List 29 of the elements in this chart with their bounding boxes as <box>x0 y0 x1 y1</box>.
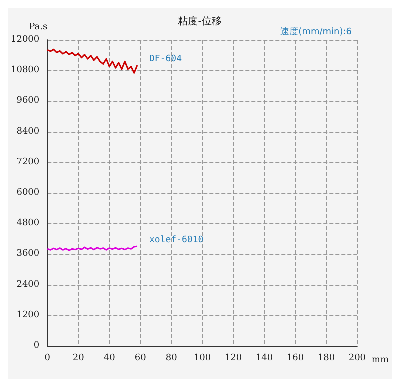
y-tick-label: 6000 <box>16 188 40 198</box>
x-tick-label: 20 <box>72 354 85 364</box>
series-label: DF-604 <box>149 54 182 64</box>
y-tick-label: 3600 <box>16 249 40 260</box>
y-tick-label: 8400 <box>16 126 40 137</box>
y-tick-label: 2400 <box>16 280 40 290</box>
x-tick-label: 120 <box>224 354 242 364</box>
y-tick-label: 7200 <box>16 157 40 168</box>
y-tick-label: 4800 <box>16 218 40 229</box>
x-tick-label: 80 <box>166 354 178 364</box>
y-tick-label: 1200 <box>16 310 40 320</box>
line-series <box>46 48 138 74</box>
x-tick-label: 180 <box>318 354 336 364</box>
y-tick-label: 9600 <box>16 96 40 106</box>
y-tick-label: 0 <box>34 341 40 351</box>
series-label: xolef-6010 <box>149 236 204 246</box>
x-tick-label: 0 <box>44 354 51 364</box>
text: 速度(mm/min):6 <box>280 26 352 38</box>
x-tick-label: 140 <box>256 354 274 364</box>
x-tick-label: 160 <box>286 354 304 364</box>
x-tick-label: 100 <box>194 354 212 364</box>
y-tick-label: 10800 <box>10 66 40 76</box>
y-axis-title: Pa.s <box>29 22 48 32</box>
y-tick-label: 12000 <box>10 35 40 45</box>
x-tick-label: 60 <box>134 354 147 364</box>
chart-title: 粘度-位移 <box>178 16 222 28</box>
x-axis-title: mm <box>372 356 390 366</box>
x-tick-label: 40 <box>104 354 116 364</box>
x-tick-label: 200 <box>348 354 366 364</box>
